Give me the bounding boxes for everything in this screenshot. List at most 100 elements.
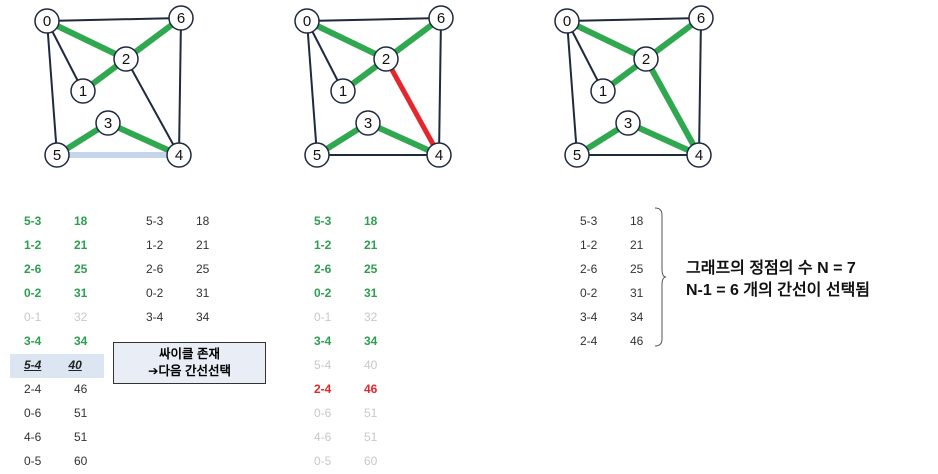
edge-weight: 60 xyxy=(364,454,378,468)
graph-final: 0 1 2 3 4 5 6 xyxy=(554,5,714,168)
graph-step-1: 0 1 2 3 4 5 6 xyxy=(34,5,194,168)
edge-2-4 xyxy=(125,58,180,156)
edge-name: 2-6 xyxy=(580,262,598,276)
node-label-5: 5 xyxy=(573,147,581,164)
node-6 xyxy=(168,5,194,31)
edge-name: 0-6 xyxy=(24,406,42,420)
edge-name: 5-3 xyxy=(580,214,598,228)
edge-row: 5-4 40 xyxy=(10,354,104,378)
edge-row: 3-4 34 xyxy=(314,330,404,354)
edge-row: 0-2 31 xyxy=(146,282,236,306)
node-label-6: 6 xyxy=(437,10,445,27)
edge-weight: 60 xyxy=(74,454,88,468)
edge-row: 2-4 46 xyxy=(314,378,404,402)
edge-row: 4-6 51 xyxy=(314,426,404,450)
edge-row: 0-2 31 xyxy=(580,282,670,306)
node-1 xyxy=(590,78,616,104)
edge-0-5 xyxy=(306,20,318,156)
edge-weight: 51 xyxy=(364,406,378,420)
node-3 xyxy=(355,110,381,136)
edge-0-1 xyxy=(566,20,604,92)
edge-row: 0-1 32 xyxy=(314,306,404,330)
edge-weight: 51 xyxy=(74,430,88,444)
edge-weight: 51 xyxy=(74,406,88,420)
edge-name: 1-2 xyxy=(314,238,332,252)
edge-weight: 40 xyxy=(364,358,378,372)
summary-line-1: 그래프의 정점의 수 N = 7 xyxy=(686,260,856,277)
edge-name: 2-4 xyxy=(314,382,332,396)
edge-row: 5-3 18 xyxy=(24,210,114,234)
edge-name: 3-4 xyxy=(580,310,598,324)
node-label-2: 2 xyxy=(642,51,650,68)
edge-weight: 18 xyxy=(196,214,210,228)
edge-row: 5-3 18 xyxy=(146,210,236,234)
edge-row: 1-2 21 xyxy=(146,234,236,258)
node-label-4: 4 xyxy=(435,147,443,164)
sorted-edge-list-step-2: 5-3 18 1-2 21 2-6 25 0-2 31 0-1 32 3-4 34 5-4 40 2-4 46… xyxy=(314,210,404,474)
edge-weight: 21 xyxy=(74,238,88,252)
edge-name: 0-2 xyxy=(314,286,332,300)
edge-name: 5-4 xyxy=(24,358,42,372)
edge-weight: 18 xyxy=(74,214,88,228)
edge-weight: 18 xyxy=(630,214,644,228)
cycle-note-line-1: 싸이클 존재 xyxy=(159,347,220,361)
edge-weight: 46 xyxy=(364,382,378,396)
right-brace-icon xyxy=(654,207,666,347)
edge-0-5 xyxy=(566,20,578,156)
edge-row: 0-5 60 xyxy=(314,450,404,474)
edge-name: 2-4 xyxy=(580,334,598,348)
edge-name: 2-6 xyxy=(314,262,332,276)
edge-3-4 xyxy=(366,120,441,158)
edge-weight: 21 xyxy=(196,238,210,252)
edge-2-4 xyxy=(383,57,442,157)
node-label-4: 4 xyxy=(175,147,183,164)
node-1 xyxy=(330,78,356,104)
edge-weight: 34 xyxy=(630,310,644,324)
edge-row: 2-6 25 xyxy=(24,258,114,282)
edge-weight: 46 xyxy=(74,382,88,396)
node-label-3: 3 xyxy=(624,115,632,132)
edge-0-2 xyxy=(305,18,388,62)
node-2 xyxy=(373,46,399,72)
node-label-3: 3 xyxy=(104,115,112,132)
edge-0-2 xyxy=(45,18,128,62)
edge-weight: 31 xyxy=(196,286,210,300)
edge-row: 0-2 31 xyxy=(24,282,114,306)
edge-name: 2-4 xyxy=(24,382,42,396)
edge-6-4 xyxy=(698,17,702,156)
edge-weight: 21 xyxy=(364,238,378,252)
edge-weight: 31 xyxy=(630,286,644,300)
edge-weight: 34 xyxy=(196,310,210,324)
node-1 xyxy=(70,78,96,104)
node-label-1: 1 xyxy=(599,83,607,100)
edge-name: 0-2 xyxy=(146,286,164,300)
edge-weight: 25 xyxy=(74,262,88,276)
edge-row: 1-2 21 xyxy=(580,234,670,258)
edge-name: 3-4 xyxy=(24,334,42,348)
node-label-6: 6 xyxy=(697,10,705,27)
edge-name: 5-3 xyxy=(146,214,164,228)
edge-0-5 xyxy=(46,20,58,156)
edge-weight: 32 xyxy=(364,310,378,324)
node-label-6: 6 xyxy=(177,10,185,27)
edge-6-4 xyxy=(438,17,442,156)
edge-name: 0-1 xyxy=(24,310,42,324)
edge-row: 3-4 34 xyxy=(24,330,114,354)
edge-row: 5-4 40 xyxy=(314,354,404,378)
edge-0-6 xyxy=(566,17,702,22)
edge-weight: 18 xyxy=(364,214,378,228)
summary-line-2: N-1 = 6 개의 간선이 선택됨 xyxy=(686,282,871,299)
edge-weight: 40 xyxy=(68,358,82,372)
node-2 xyxy=(633,46,659,72)
edge-2-4 xyxy=(643,57,702,157)
edge-weight: 51 xyxy=(364,430,378,444)
edge-row: 3-4 34 xyxy=(580,306,670,330)
edge-row: 3-4 34 xyxy=(146,306,236,330)
edge-name: 5-4 xyxy=(314,358,332,372)
node-label-1: 1 xyxy=(79,83,87,100)
edge-name: 4-6 xyxy=(314,430,332,444)
edge-name: 0-2 xyxy=(24,286,42,300)
edge-weight: 21 xyxy=(630,238,644,252)
node-4 xyxy=(166,142,192,168)
edge-name: 5-3 xyxy=(314,214,332,228)
